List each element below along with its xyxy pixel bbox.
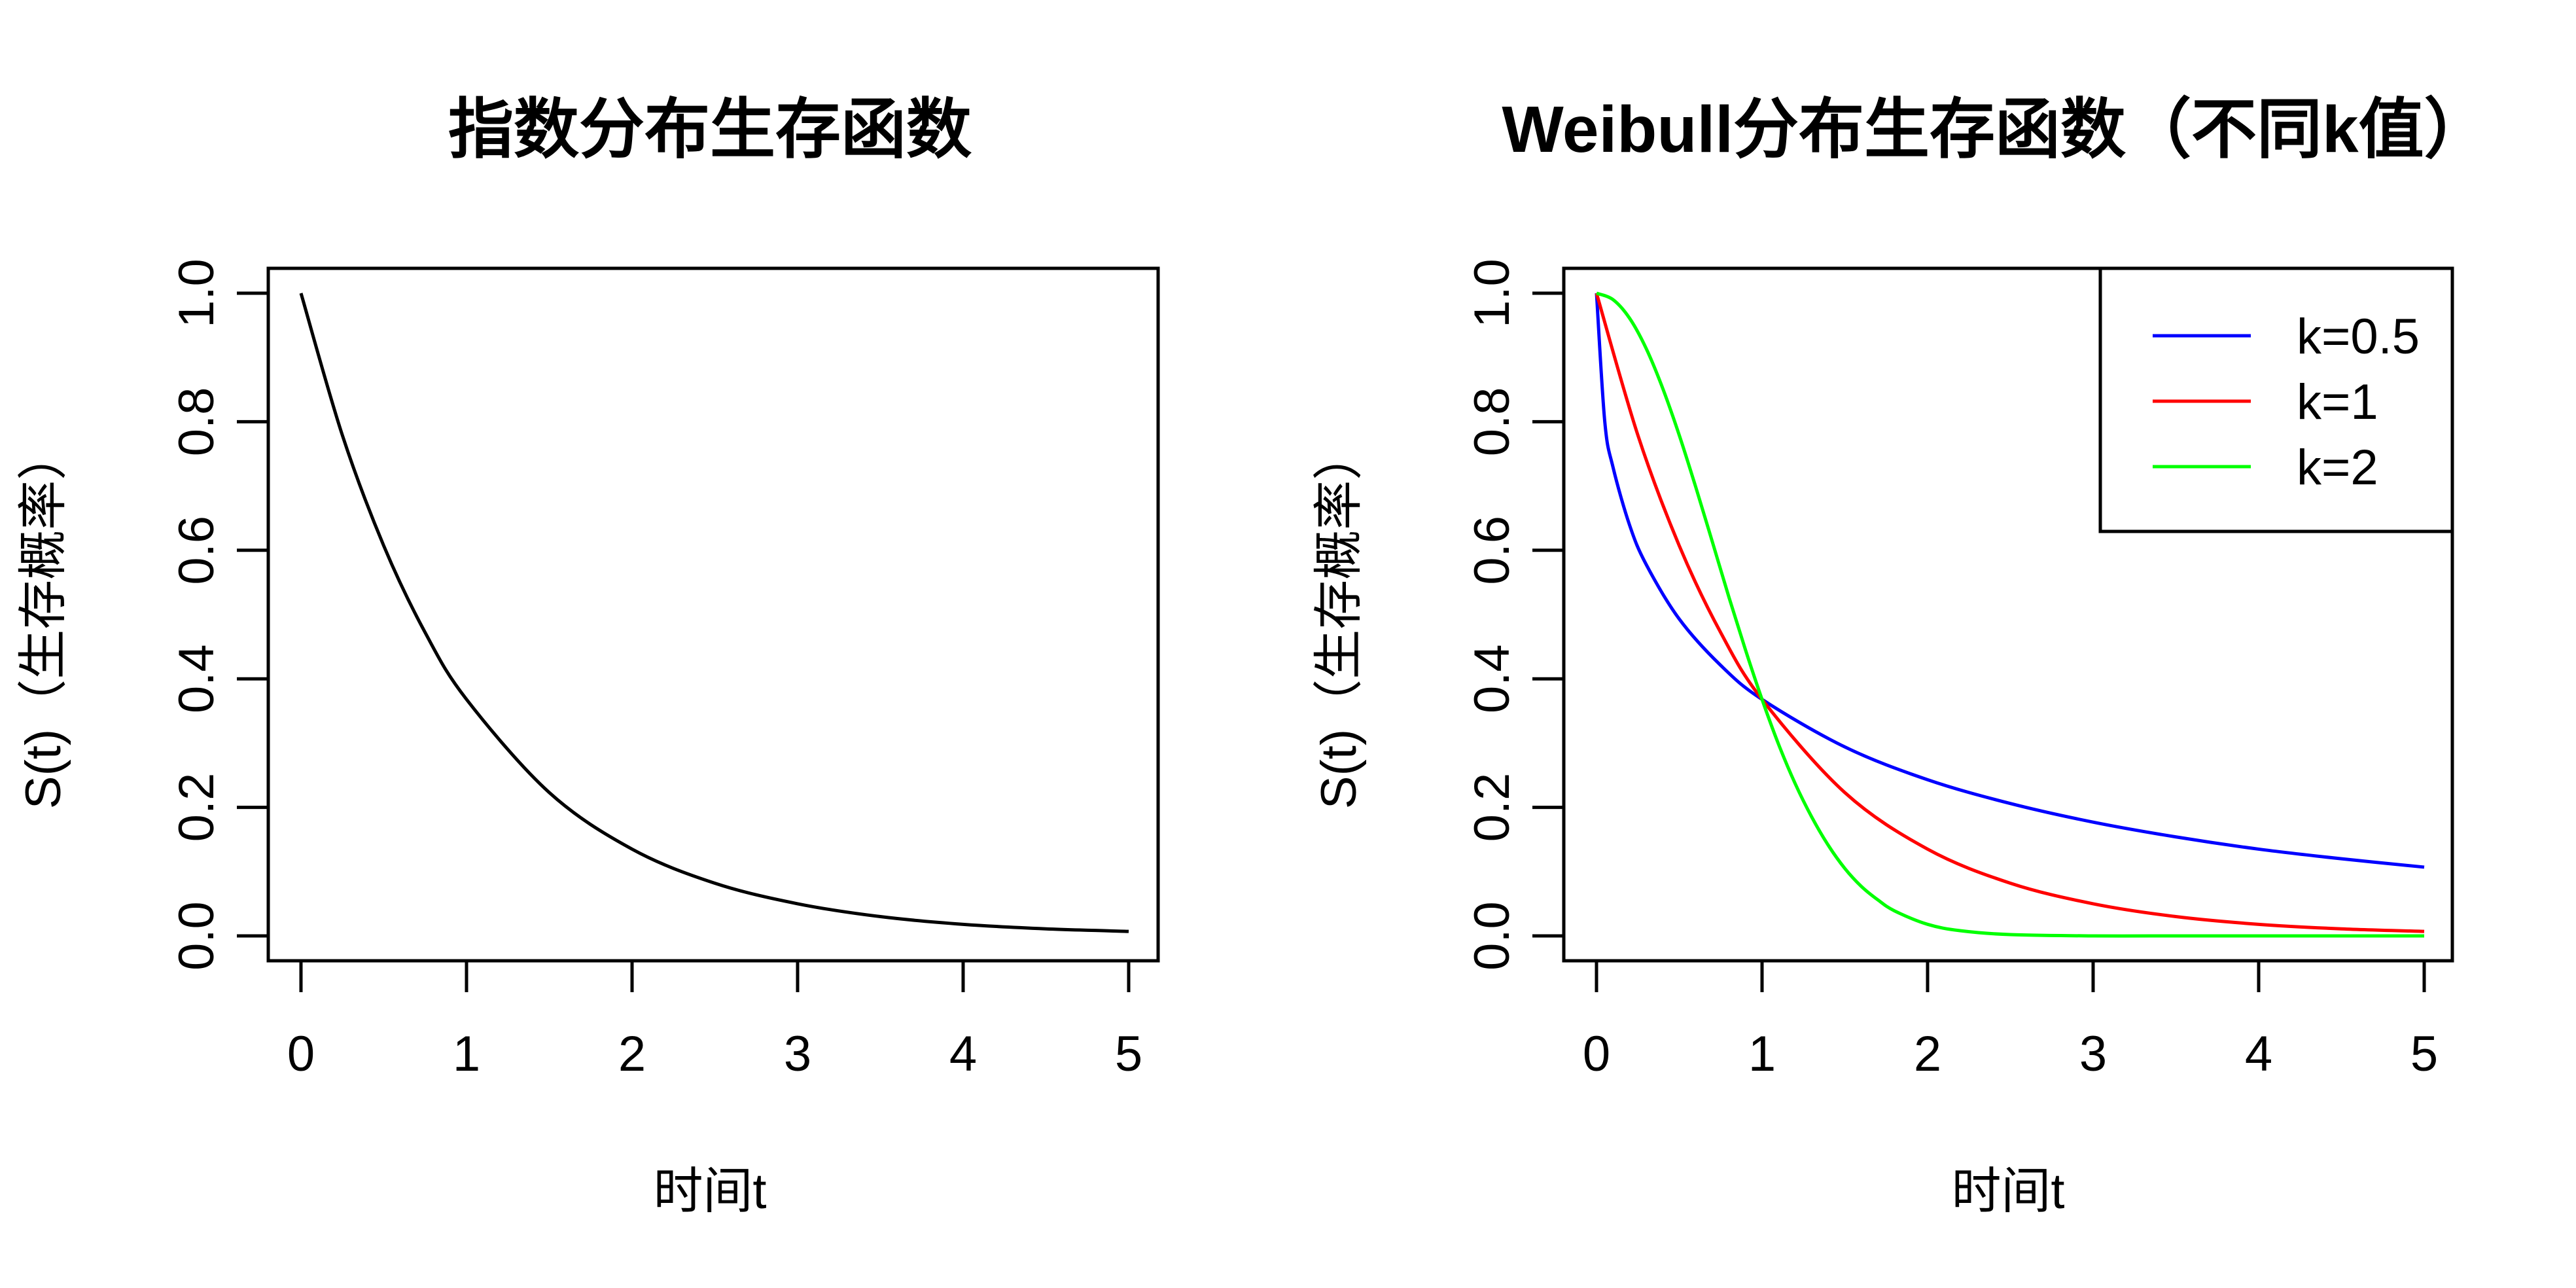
y-tick-label: 0.8 — [169, 387, 224, 457]
plot-frame — [266, 266, 1160, 963]
y-tick-label: 0.0 — [169, 901, 224, 971]
y-tick-label: 0.2 — [169, 773, 224, 842]
x-tick-label: 0 — [1583, 1026, 1610, 1082]
x-tick-label: 0 — [287, 1026, 315, 1082]
x-axis-label: 时间t — [1951, 1164, 2064, 1219]
y-tick-label: 1.0 — [1464, 259, 1520, 328]
y-axis: 0.0 0.2 0.4 0.6 0.8 1.0 — [169, 259, 270, 971]
series-line-k05 — [1595, 293, 2425, 869]
x-tick-label: 5 — [2410, 1026, 2438, 1082]
y-axis-label: S(t)（生存概率） — [16, 431, 71, 809]
chart-title: Weibull分布生存函数（不同k值） — [1502, 93, 2489, 166]
legend-label: k=2 — [2297, 440, 2378, 495]
y-tick-label: 0.6 — [1464, 516, 1520, 585]
series-line-0 — [299, 293, 1129, 933]
legend-label: k=0.5 — [2297, 309, 2420, 365]
y-tick-label: 0.0 — [1464, 901, 1520, 971]
series-line-k1 — [1595, 293, 2425, 933]
x-tick-label: 2 — [1914, 1026, 1941, 1082]
y-tick-label: 0.6 — [169, 516, 224, 585]
survival-exponential-panel: 指数分布生存函数 0 1 2 3 4 5 0.0 0.2 0.4 0.6 0.8 1.0 时间t S… — [16, 93, 1160, 1219]
x-axis: 0 1 2 3 4 5 — [287, 959, 1142, 1082]
series-lines — [299, 293, 1129, 933]
x-tick-label: 4 — [949, 1026, 977, 1082]
series-lines — [1595, 291, 2425, 938]
y-axis-label: S(t)（生存概率） — [1311, 431, 1367, 809]
x-tick-label: 4 — [2245, 1026, 2272, 1082]
y-tick-label: 0.4 — [169, 644, 224, 713]
x-axis: 0 1 2 3 4 5 — [1583, 959, 2438, 1082]
series-line-k2 — [1596, 291, 2424, 938]
x-tick-label: 2 — [618, 1026, 646, 1082]
x-tick-label: 3 — [2079, 1026, 2107, 1082]
legend: k=0.5 k=1 k=2 — [2098, 266, 2454, 533]
y-tick-label: 0.8 — [1464, 387, 1520, 457]
x-tick-label: 1 — [453, 1026, 480, 1082]
y-axis: 0.0 0.2 0.4 0.6 0.8 1.0 — [1464, 259, 1566, 971]
chart-title: 指数分布生存函数 — [448, 93, 972, 166]
x-tick-label: 5 — [1115, 1026, 1142, 1082]
legend-label: k=1 — [2297, 374, 2378, 430]
x-tick-label: 1 — [1748, 1026, 1776, 1082]
y-tick-label: 0.4 — [1464, 644, 1520, 713]
y-tick-label: 1.0 — [169, 259, 224, 328]
y-tick-label: 0.2 — [1464, 773, 1520, 842]
x-axis-label: 时间t — [653, 1164, 766, 1219]
x-tick-label: 3 — [784, 1026, 811, 1082]
